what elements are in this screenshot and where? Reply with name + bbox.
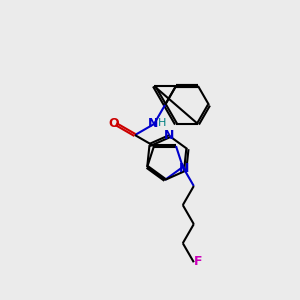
Text: H: H: [158, 118, 166, 128]
Text: N: N: [164, 129, 174, 142]
Text: N: N: [178, 163, 189, 176]
Text: N: N: [148, 117, 158, 130]
Text: O: O: [109, 117, 119, 130]
Text: F: F: [194, 255, 202, 268]
